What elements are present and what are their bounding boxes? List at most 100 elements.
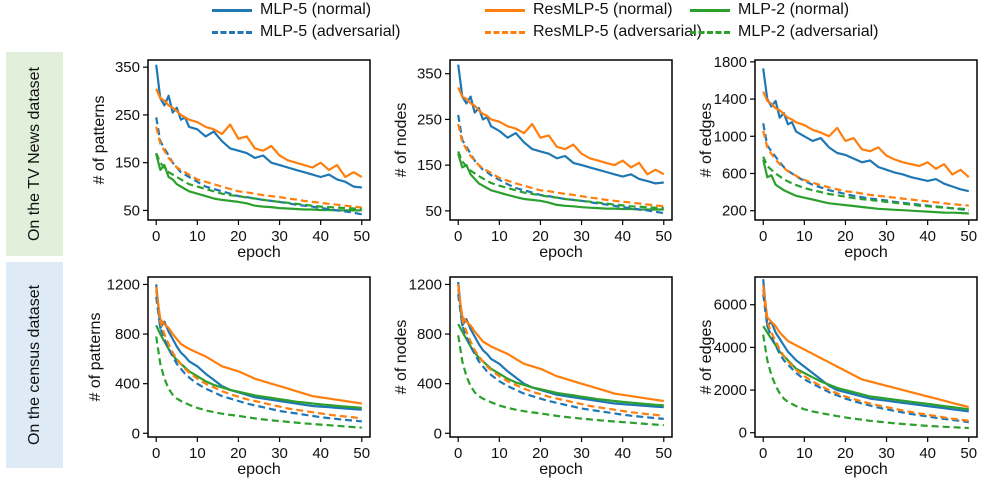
x-tick-label: 40 [614,228,631,245]
y-tick-label: 250 [417,111,442,128]
line-chart: 0 10 20 30 40 50 50 150 250 350 epoch # of patterns [91,59,371,261]
x-tick-label: 0 [454,445,462,462]
x-tick-label: 0 [759,445,767,462]
line-chart: 0 10 20 30 40 50 0 400 800 1200 epoch # of nodes [393,276,673,478]
series-line [457,86,665,176]
series-line [457,114,664,215]
series-line [457,289,664,403]
series-line [155,64,362,189]
plot-frame [754,59,978,221]
x-tick-label: 30 [271,228,288,245]
series-line [457,123,664,208]
series-line [762,285,970,409]
x-tick-label: 20 [230,228,247,245]
x-tick-label: 50 [655,228,672,245]
legend-swatch [690,30,730,34]
x-tick-label: 30 [878,445,895,462]
y-tick-label: 0 [132,425,140,442]
y-tick-label: 800 [417,326,442,343]
series-line [155,290,362,405]
x-tick-label: 30 [573,445,590,462]
x-axis-label: epoch [844,461,888,478]
x-tick-label: 20 [230,445,247,462]
legend: MLP-5 (normal) ResMLP-5 (normal) MLP-2 (no… [0,0,984,48]
x-tick-label: 0 [454,228,462,245]
x-tick-label: 50 [960,445,977,462]
series-line [762,91,970,179]
plot-frame [449,276,673,438]
y-tick-label: 200 [722,203,747,220]
y-tick-label: 150 [115,155,140,172]
series-line [762,279,969,413]
series-line [155,153,362,212]
legend-label: ResMLP-5 (adversarial) [533,23,702,40]
legend-label: MLP-2 (adversarial) [738,23,879,40]
series-group [155,284,362,429]
series-line [762,159,969,215]
y-tick-label: 800 [115,326,140,343]
plot-frame [754,276,978,438]
legend-swatch [485,30,525,34]
series-line [155,152,362,211]
x-tick-label: 30 [878,228,895,245]
series-line [762,156,969,211]
y-tick-label: 350 [115,59,140,76]
x-tick-label: 20 [532,445,549,462]
x-tick-label: 40 [919,228,936,245]
x-tick-label: 10 [189,228,206,245]
x-tick-label: 50 [960,228,977,245]
series-line [155,126,362,209]
x-tick-label: 10 [796,445,813,462]
line-chart: 0 10 20 30 40 50 200 600 1000 1400 1800 epoch # of e… [698,54,978,261]
legend-entry: MLP-2 (adversarial) [690,22,878,42]
x-tick-label: 10 [491,228,508,245]
legend-entry: MLP-5 (adversarial) [212,22,400,42]
y-tick-label: 0 [739,425,747,442]
legend-swatch [212,30,252,34]
x-tick-label: 10 [189,445,206,462]
x-tick-label: 30 [271,445,288,462]
row-label-band: On the census dataset [6,262,63,468]
x-tick-label: 10 [796,228,813,245]
x-tick-label: 0 [152,445,160,462]
x-axis-label: epoch [237,244,281,261]
plot-frame [147,59,371,221]
y-tick-label: 400 [417,376,442,393]
y-axis-label: # of patterns [87,313,104,402]
y-axis-label: # of edges [698,320,715,395]
y-tick-label: 400 [115,376,140,393]
legend-label: ResMLP-5 (normal) [533,1,673,18]
y-tick-label: 600 [722,165,747,182]
line-chart: 0 10 20 30 40 50 0 2000 4000 6000 epoch # of edges [698,276,978,478]
row-label-band: On the TV News dataset [6,52,63,256]
y-tick-label: 50 [123,202,140,219]
y-tick-label: 350 [417,66,442,83]
y-tick-label: 1200 [409,276,442,293]
series-line [155,286,362,420]
line-chart: 0 10 20 30 40 50 50 150 250 350 epoch # of nodes [393,59,673,261]
x-tick-label: 50 [655,445,672,462]
series-line [762,334,969,430]
legend-swatch [690,8,730,12]
series-line [457,284,664,417]
legend-swatch [485,8,525,12]
series-line [155,88,363,179]
y-tick-label: 1000 [714,128,747,145]
x-tick-label: 50 [353,228,370,245]
x-tick-label: 40 [312,228,329,245]
plot-frame [147,276,371,438]
series-line [155,324,362,409]
y-axis-label: # of patterns [91,96,108,185]
x-tick-label: 40 [919,445,936,462]
legend-entry: ResMLP-5 (normal) [485,0,673,20]
x-tick-label: 40 [312,445,329,462]
plot-frame [449,59,673,221]
y-tick-label: 6000 [714,297,747,314]
x-tick-label: 30 [573,228,590,245]
y-tick-label: 4000 [714,339,747,356]
legend-label: MLP-5 (normal) [260,1,372,18]
y-axis-label: # of edges [698,103,715,178]
x-axis-label: epoch [539,461,583,478]
series-line [762,289,969,422]
